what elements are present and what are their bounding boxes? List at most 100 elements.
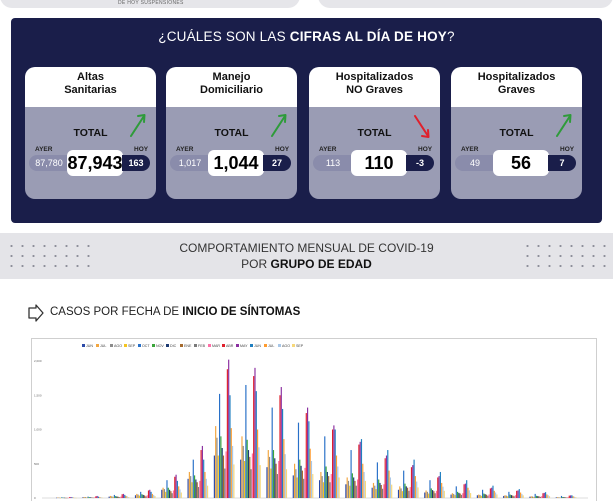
bar [270, 468, 272, 498]
bar [387, 450, 389, 498]
bar [462, 493, 464, 498]
bar [240, 459, 242, 498]
stat-card: Manejo Domiciliario TOTAL AYER HOY 1,017 1,044… [166, 67, 297, 199]
bar [228, 359, 230, 498]
card-title: Hospitalizados Graves [451, 67, 582, 107]
bar [329, 482, 331, 498]
bar [555, 497, 557, 498]
bar [451, 493, 453, 498]
legend-item: AGO [110, 344, 122, 348]
bar [432, 490, 434, 498]
card-title-line2: NO Graves [346, 84, 403, 96]
legend-label: NOV [156, 344, 164, 348]
card-ayer-label: AYER [461, 146, 479, 153]
bar [399, 486, 401, 498]
bar [358, 444, 360, 498]
bar [283, 439, 285, 498]
bar [153, 494, 155, 498]
bar [163, 489, 165, 498]
bar [192, 459, 194, 498]
bar [247, 450, 250, 498]
bar [430, 488, 432, 498]
card-total-value: 1,044 [208, 150, 264, 176]
legend-swatch [292, 344, 295, 347]
card-hoy-value: 163 [122, 155, 150, 171]
bar [246, 439, 248, 498]
trend-up-arrow-icon [271, 114, 287, 137]
legend-swatch [138, 344, 141, 347]
bar [503, 495, 505, 498]
bar [372, 482, 375, 498]
card-total-value: 110 [351, 150, 407, 176]
bar [300, 465, 302, 498]
bar [258, 447, 260, 498]
bar [509, 494, 511, 498]
bar [170, 491, 172, 498]
bar [65, 497, 67, 499]
bar [397, 489, 400, 498]
bar [204, 471, 206, 498]
bar [413, 459, 415, 498]
bar [147, 490, 150, 498]
bar [253, 376, 255, 498]
card-title-line1: Altas [77, 71, 104, 83]
bar [529, 496, 531, 498]
bar [165, 491, 167, 498]
legend-label: JUN [86, 344, 93, 348]
bar [350, 450, 352, 498]
bar [489, 488, 491, 498]
legend-swatch [222, 344, 225, 347]
bar [91, 497, 93, 498]
legend-swatch [96, 344, 99, 347]
bar [433, 491, 435, 498]
legend-swatch [250, 344, 253, 347]
top-strip: DE HOY SUSPENSIONES [0, 0, 613, 12]
bar [400, 488, 402, 498]
bar [558, 497, 560, 498]
legend-item: JUL [264, 344, 274, 348]
bar [514, 495, 516, 498]
bar [169, 489, 171, 498]
bar [88, 497, 90, 498]
bar [271, 407, 273, 498]
y-tick-label: 0 [34, 496, 36, 500]
bar [338, 477, 340, 498]
bar [389, 477, 391, 498]
bar [272, 450, 275, 498]
bar [563, 497, 565, 498]
bar [334, 429, 336, 498]
bar [559, 497, 561, 498]
bar [230, 428, 232, 498]
bar [307, 407, 309, 498]
bar [58, 497, 60, 499]
bar [150, 491, 152, 498]
bar [488, 494, 490, 498]
card-ayer-label: AYER [35, 146, 53, 153]
bar [282, 408, 284, 498]
card-total-value: 56 [493, 150, 549, 176]
bar [172, 490, 175, 498]
bar [517, 490, 519, 498]
bar [484, 494, 486, 498]
legend-item: SEP [292, 344, 304, 348]
bar [62, 497, 64, 499]
bar [322, 482, 325, 498]
bar [126, 496, 128, 498]
bar [171, 493, 173, 498]
bar [117, 496, 119, 498]
bar [463, 484, 465, 498]
bar [521, 493, 523, 498]
bar [251, 453, 253, 498]
bar [74, 497, 76, 499]
legend-label: AGO [114, 344, 122, 348]
bar [187, 478, 189, 498]
cases-bar-chart: JUN JUL AGO SEP OCT NOV DIC ENE FEB MAR ABR MAY JUN J… [34, 344, 588, 500]
card-title: Altas Sanitarias [25, 67, 156, 107]
bar [355, 485, 357, 498]
bar [285, 469, 288, 498]
bar [388, 470, 390, 498]
bar [178, 486, 180, 498]
card-hoy-value: 7 [548, 155, 576, 171]
bar [434, 493, 436, 498]
bar [154, 496, 156, 498]
